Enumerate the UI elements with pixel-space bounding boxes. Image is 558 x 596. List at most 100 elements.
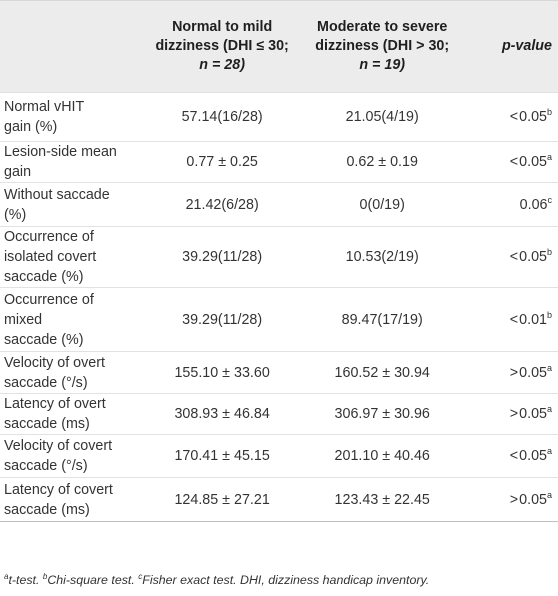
p-value-cell: >0.05a [465, 393, 558, 435]
table-row: Velocity of overt saccade (°/s) 155.10 ± 3… [0, 351, 558, 394]
table-row: Velocity of covert saccade (°/s) 170.41 ± … [0, 434, 558, 478]
severe-group-value: 123.43 ± 22.45 [298, 477, 466, 522]
row-label-cell: Occurrence of isolated covert saccade (%) [0, 226, 146, 288]
table-footnote: at-test. bChi-square test. cFisher exact… [4, 572, 430, 588]
header-cell-mild: Normal to mild dizziness (DHI ≤ 30; n = … [145, 0, 299, 93]
mild-group-value: 39.29(11/28) [145, 287, 299, 352]
header-line: n = 19) [359, 57, 406, 73]
row-label-cell: Latency of covert saccade (ms) [0, 477, 146, 522]
header-line: n = 28) [199, 57, 245, 73]
row-label-line: Velocity of overt [4, 354, 105, 371]
table-row: Latency of overt saccade (ms) 308.93 ± 46.… [0, 393, 558, 435]
footnote-marker: c [138, 572, 143, 581]
footnote-text: Chi-square test. [47, 573, 139, 587]
row-label-line: isolated covert [4, 249, 97, 265]
row-label-cell: Occurrence of mixed saccade (%) [0, 287, 146, 352]
p-value-number: 0.05 [519, 109, 547, 125]
p-value-operator: < [509, 109, 520, 125]
row-label-line: saccade (ms) [4, 501, 90, 518]
p-value-number: 0.05 [519, 406, 547, 422]
table-row: Latency of covert saccade (ms) 124.85 ± 27… [0, 477, 558, 522]
p-value-operator: < [509, 154, 520, 170]
row-label-line: Occurrence of [4, 229, 94, 245]
p-value-cell: <0.05b [465, 226, 558, 288]
mild-group-value: 170.41 ± 45.15 [145, 434, 299, 478]
row-label-cell: Normal vHIT gain (%) [0, 92, 146, 142]
severe-group-value: 10.53(2/19) [298, 226, 466, 288]
severe-group-value: 21.05(4/19) [298, 92, 466, 142]
p-value-footnote-marker: a [546, 489, 552, 500]
p-value-number: 0.01 [519, 311, 547, 328]
footnote-text: Fisher exact test. DHI, dizziness handic… [142, 573, 430, 587]
p-value-operator: < [509, 448, 520, 464]
table-row: Occurrence of isolated covert saccade (%) 3… [0, 226, 558, 288]
p-value-footnote-marker: c [547, 194, 553, 205]
p-value-cell: <0.01b [465, 287, 558, 352]
row-label-line: Velocity of covert [4, 438, 113, 454]
mild-group-value: 124.85 ± 27.21 [145, 477, 299, 522]
p-value-operator: > [509, 491, 520, 508]
p-value-footnote-marker: b [546, 247, 552, 257]
row-label-line: Without saccade [4, 186, 110, 203]
header-line: dizziness (DHI > 30; [315, 38, 450, 54]
p-value-number: 0.05 [519, 249, 547, 265]
mild-group-value: 308.93 ± 46.84 [145, 393, 299, 435]
row-label-cell: Lesion-side mean gain [0, 141, 146, 183]
row-label-line: mixed [4, 311, 43, 328]
p-value-footnote-marker: b [546, 107, 552, 117]
p-value-cell: >0.05a [465, 477, 558, 522]
p-value-footnote-marker: a [546, 446, 552, 456]
row-label-line: saccade (%) [4, 269, 84, 285]
p-value-operator: > [509, 364, 520, 381]
p-value-cell: >0.05a [465, 351, 558, 394]
header-line: dizziness (DHI ≤ 30; [155, 38, 289, 54]
p-value-number: 0.05 [519, 154, 547, 170]
mild-group-value: 0.77 ± 0.25 [145, 141, 299, 183]
severe-group-value: 201.10 ± 40.46 [298, 434, 466, 478]
p-value-cell: <0.05b [465, 92, 558, 142]
row-label-line: Latency of overt [4, 396, 106, 412]
row-label-line: saccade (%) [4, 331, 84, 348]
row-label-line: saccade (°/s) [4, 374, 88, 391]
footnote-marker: a [4, 572, 9, 581]
header-line: Moderate to severe [317, 19, 448, 35]
footnote-text: t-test. [8, 573, 43, 587]
row-label-line: Occurrence of [4, 291, 94, 308]
row-label-cell: Without saccade (%) [0, 182, 146, 227]
p-value-footnote-marker: a [546, 404, 552, 414]
header-line: p-value [501, 38, 552, 54]
row-label-cell: Velocity of overt saccade (°/s) [0, 351, 146, 394]
row-label-line: Lesion-side mean [4, 144, 117, 160]
header-cell-pvalue: p-value [465, 0, 558, 93]
p-value-number: 0.05 [519, 364, 547, 381]
row-label-line: gain [4, 164, 32, 180]
table-row: Normal vHIT gain (%) 57.14(16/28) 21.05(4/1… [0, 92, 558, 142]
p-value-footnote-marker: b [546, 309, 552, 320]
table-row: Lesion-side mean gain 0.77 ± 0.25 0.62 ± 0.… [0, 141, 558, 183]
header-line: Normal to mild [172, 19, 273, 35]
row-label-cell: Velocity of covert saccade (°/s) [0, 434, 146, 478]
header-cell-severe: Moderate to severe dizziness (DHI > 30; … [298, 0, 466, 93]
table-row: Occurrence of mixed saccade (%) 39.29(11/28… [0, 287, 558, 352]
p-value-operator: < [509, 249, 520, 265]
table-body: Normal vHIT gain (%) 57.14(16/28) 21.05(4/1… [0, 92, 558, 522]
table-header-row: Normal to mild dizziness (DHI ≤ 30; n = … [0, 0, 558, 93]
severe-group-value: 0(0/19) [298, 182, 466, 227]
p-value-cell: <0.05a [465, 141, 558, 183]
p-value-cell: <0.05a [465, 434, 558, 478]
results-table: Normal to mild dizziness (DHI ≤ 30; n = … [0, 0, 558, 522]
row-label-line: Latency of covert [4, 481, 113, 498]
row-label-line: saccade (ms) [4, 416, 90, 432]
mild-group-value: 155.10 ± 33.60 [145, 351, 299, 394]
mild-group-value: 57.14(16/28) [145, 92, 299, 142]
p-value-number: 0.05 [519, 448, 547, 464]
p-value-number: 0.06 [519, 196, 548, 213]
row-label-cell: Latency of overt saccade (ms) [0, 393, 146, 435]
footnote-marker: b [42, 572, 48, 581]
row-label-line: gain (%) [4, 119, 58, 135]
table-row: Without saccade (%) 21.42(6/28) 0(0/19) 0.06… [0, 182, 558, 227]
severe-group-value: 0.62 ± 0.19 [298, 141, 466, 183]
mild-group-value: 21.42(6/28) [145, 182, 299, 227]
severe-group-value: 306.97 ± 30.96 [298, 393, 466, 435]
severe-group-value: 160.52 ± 30.94 [298, 351, 466, 394]
